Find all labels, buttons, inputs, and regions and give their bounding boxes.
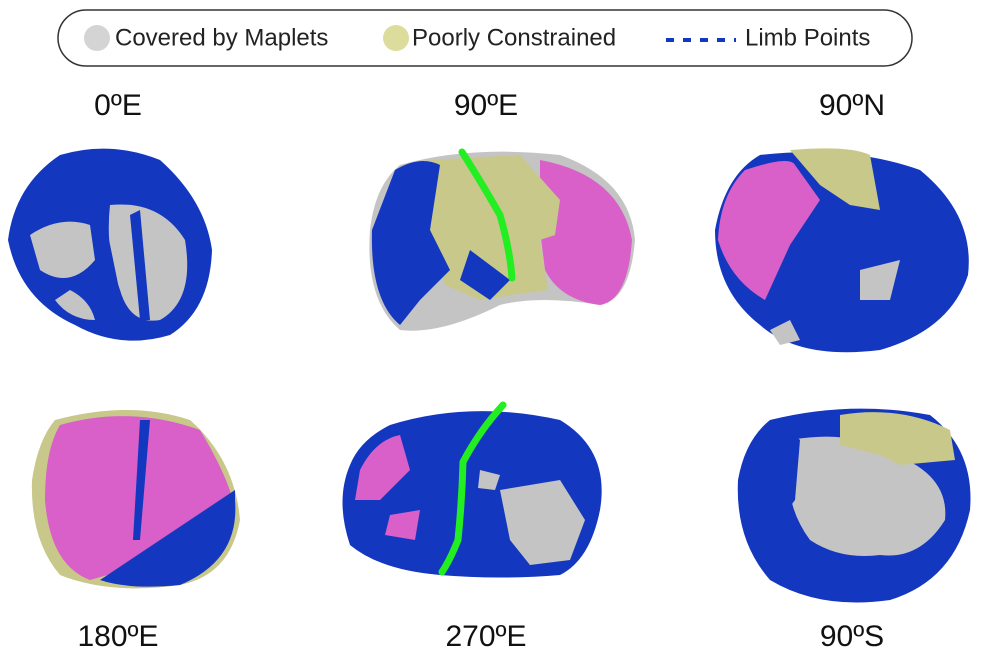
- shape-part: [438, 401, 507, 576]
- shape-part: [478, 470, 585, 565]
- legend-swatch-maplets: [84, 25, 110, 51]
- panel-label: 90ºS: [820, 620, 884, 653]
- shape-90s: [737, 408, 971, 603]
- shape-part: [790, 148, 880, 210]
- shape-90n: [715, 148, 969, 353]
- shape-part: [718, 161, 820, 300]
- shape-part: [30, 204, 188, 321]
- legend: Covered by Maplets Poorly Constrained Li…: [57, 9, 913, 67]
- shape-part: [787, 436, 946, 556]
- shape-part: [540, 160, 632, 305]
- panel-label: 180ºE: [77, 620, 158, 653]
- shape-part: [371, 161, 510, 325]
- legend-swatch-poor: [383, 25, 409, 51]
- legend-box: [57, 9, 913, 67]
- shape-part: [100, 420, 236, 587]
- shape-180e: [31, 410, 240, 589]
- shape-part: [840, 412, 955, 465]
- shape-part: [770, 435, 910, 600]
- legend-label: Limb Points: [745, 24, 870, 51]
- legend-label: Covered by Maplets: [115, 24, 328, 51]
- shape-0e: [8, 148, 212, 341]
- shape-part: [430, 155, 560, 300]
- shape-part: [770, 260, 900, 345]
- shape-part: [355, 435, 420, 540]
- panel-label: 90ºE: [454, 89, 518, 122]
- legend-label: Poorly Constrained: [412, 24, 616, 51]
- panel-label: 270ºE: [445, 620, 526, 653]
- shape-90e: [369, 148, 635, 331]
- panel-label: 0ºE: [94, 89, 142, 122]
- shape-part: [95, 210, 150, 320]
- shape-part: [458, 148, 516, 282]
- shape-270e: [342, 401, 602, 578]
- panel-label: 90ºN: [819, 89, 885, 122]
